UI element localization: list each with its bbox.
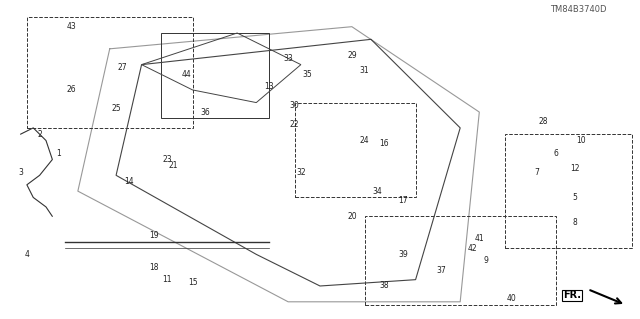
Text: 33: 33 [284,54,293,63]
Text: 42: 42 [468,243,477,253]
Text: 5: 5 [572,193,577,202]
Text: 14: 14 [124,177,134,186]
Bar [27,17,193,128]
Text: 18: 18 [150,263,159,271]
Text: 30: 30 [290,101,300,110]
Text: 15: 15 [188,278,197,287]
Text: 23: 23 [163,155,172,164]
Text: TM84B3740D: TM84B3740D [550,5,607,14]
Bar [365,216,556,305]
Text: 29: 29 [347,51,356,60]
Text: 20: 20 [347,212,356,221]
Text: 26: 26 [67,85,76,94]
Text: 10: 10 [577,136,586,145]
Text: 32: 32 [296,168,306,177]
Text: 4: 4 [24,250,29,259]
Bar [161,33,269,118]
Text: 40: 40 [506,294,516,303]
Text: 37: 37 [436,266,446,275]
Text: 43: 43 [67,22,76,31]
Text: 39: 39 [398,250,408,259]
Text: 21: 21 [169,161,178,170]
Text: 16: 16 [379,139,388,148]
Text: 38: 38 [379,281,388,291]
Text: 2: 2 [37,130,42,139]
Text: 34: 34 [372,187,382,196]
Text: 9: 9 [483,256,488,265]
Text: 44: 44 [181,70,191,78]
Text: 22: 22 [290,120,300,129]
Text: 11: 11 [163,275,172,284]
Text: 8: 8 [573,218,577,227]
Text: 36: 36 [200,108,210,116]
Text: FR.: FR. [563,291,581,300]
Text: 27: 27 [118,63,127,72]
Text: 41: 41 [474,234,484,243]
Text: 3: 3 [18,168,23,177]
Text: 17: 17 [398,196,408,205]
Text: 28: 28 [538,117,548,126]
Text: 7: 7 [534,168,539,177]
Text: 12: 12 [570,165,580,174]
Text: 25: 25 [111,104,121,113]
Text: 31: 31 [360,66,369,76]
Bar [505,134,632,248]
Text: 1: 1 [56,149,61,158]
Text: 35: 35 [302,70,312,78]
Text: 13: 13 [264,82,274,91]
Text: 24: 24 [360,136,369,145]
Text: 6: 6 [554,149,558,158]
Text: 19: 19 [150,231,159,240]
Bar [294,103,415,197]
